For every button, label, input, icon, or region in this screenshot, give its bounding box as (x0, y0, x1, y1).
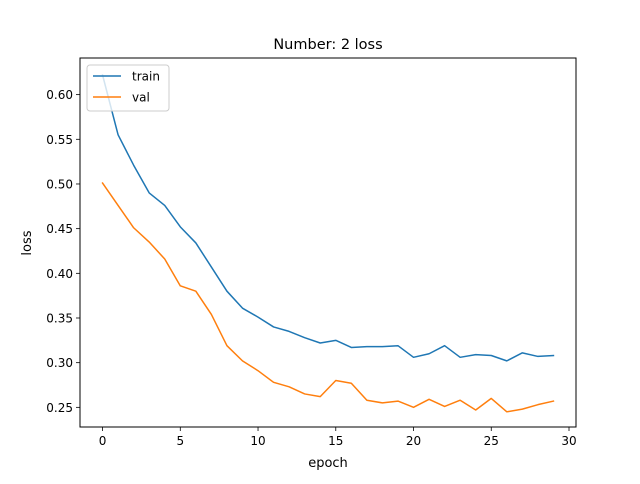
plot-area (101, 74, 555, 413)
y-tick-label: 0.40 (46, 267, 73, 281)
y-tick-label: 0.50 (46, 177, 73, 191)
y-tick-label: 0.45 (46, 222, 73, 236)
y-axis-label: loss (20, 230, 35, 255)
x-tick-label: 15 (328, 434, 343, 448)
legend-label-train: train (132, 70, 160, 84)
chart-title: Number: 2 loss (273, 37, 382, 53)
legend-label-val: val (132, 91, 150, 105)
series-line-val (101, 182, 555, 413)
x-tick-label: 25 (484, 434, 499, 448)
y-tick-label: 0.60 (46, 88, 73, 102)
x-tick-label: 0 (99, 434, 107, 448)
series-line-train (101, 74, 555, 362)
legend: train val (86, 64, 170, 112)
y-tick-label: 0.35 (46, 311, 73, 325)
axes-frame (79, 57, 577, 428)
x-tick-label: 30 (561, 434, 576, 448)
x-tick-label: 10 (250, 434, 265, 448)
y-tick-label: 0.30 (46, 356, 73, 370)
x-axis-label: epoch (308, 456, 348, 471)
x-tick-label: 5 (176, 434, 184, 448)
x-tick-label: 20 (406, 434, 421, 448)
y-axis: 0.25 0.30 0.35 0.40 0.45 0.50 0.55 0.60 (46, 88, 80, 415)
y-tick-label: 0.55 (46, 133, 73, 147)
x-axis: 0 5 10 15 20 25 30 (99, 427, 577, 448)
y-tick-label: 0.25 (46, 401, 73, 415)
